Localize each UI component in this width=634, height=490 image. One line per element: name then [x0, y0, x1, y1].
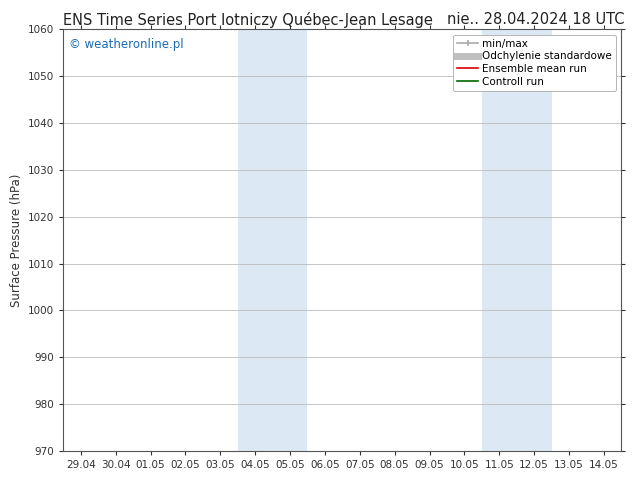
Y-axis label: Surface Pressure (hPa): Surface Pressure (hPa)	[10, 173, 23, 307]
Text: nie.. 28.04.2024 18 UTC: nie.. 28.04.2024 18 UTC	[447, 12, 624, 27]
Legend: min/max, Odchylenie standardowe, Ensemble mean run, Controll run: min/max, Odchylenie standardowe, Ensembl…	[453, 35, 616, 91]
Text: © weatheronline.pl: © weatheronline.pl	[69, 38, 184, 51]
Bar	[238, 29, 307, 451]
Bar	[482, 29, 552, 451]
Text: ENS Time Series Port lotniczy Québec-Jean Lesage: ENS Time Series Port lotniczy Québec-Jea…	[63, 12, 433, 28]
